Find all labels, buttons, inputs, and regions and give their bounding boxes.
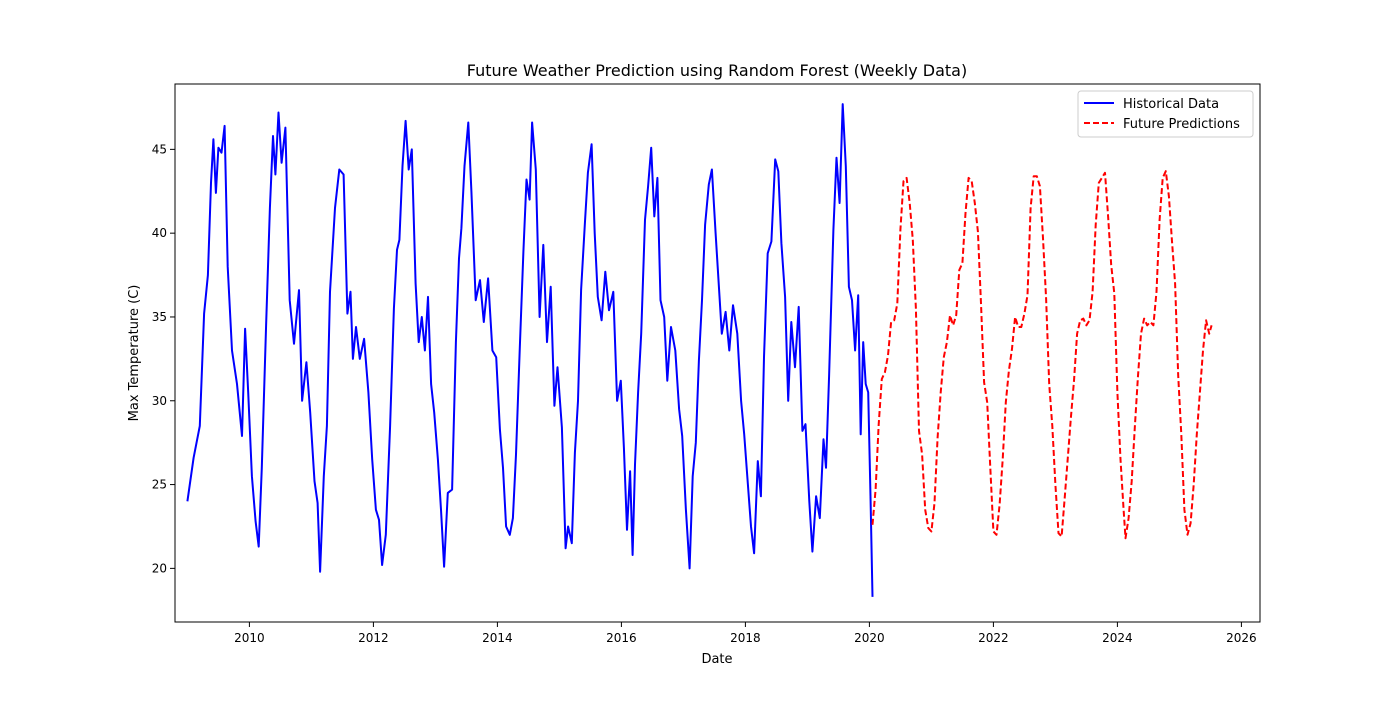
- series-layer: [187, 104, 1211, 597]
- x-tick-label: 2016: [606, 631, 637, 645]
- x-tick-label: 2022: [978, 631, 1009, 645]
- x-tick-label: 2020: [854, 631, 885, 645]
- y-tick-label: 35: [152, 310, 167, 324]
- y-tick-label: 30: [152, 394, 167, 408]
- legend: Historical Data Future Predictions: [1078, 91, 1253, 137]
- series-line-predictions: [873, 171, 1212, 538]
- y-axis-label: Max Temperature (C): [127, 285, 142, 422]
- y-tick-label: 25: [152, 478, 167, 492]
- x-tick-label: 2012: [358, 631, 389, 645]
- y-tick-label: 40: [152, 226, 167, 240]
- y-tick-label: 45: [152, 142, 167, 156]
- x-axis: 2010 2012 2014 2016 2018 2020 2022 2024 2026: [234, 622, 1257, 645]
- chart-title: Future Weather Prediction using Random F…: [467, 61, 967, 80]
- y-tick-label: 20: [152, 561, 167, 575]
- legend-label-historical: Historical Data: [1123, 97, 1219, 112]
- plot-area-frame: [175, 84, 1260, 622]
- x-tick-label: 2010: [234, 631, 265, 645]
- x-tick-label: 2024: [1102, 631, 1133, 645]
- legend-label-predictions: Future Predictions: [1123, 117, 1240, 132]
- x-tick-label: 2014: [482, 631, 513, 645]
- series-line-historical: [187, 104, 872, 597]
- x-axis-label: Date: [701, 652, 732, 667]
- x-tick-label: 2018: [730, 631, 761, 645]
- y-axis: 20 25 30 35 40 45: [152, 142, 175, 575]
- x-tick-label: 2026: [1226, 631, 1257, 645]
